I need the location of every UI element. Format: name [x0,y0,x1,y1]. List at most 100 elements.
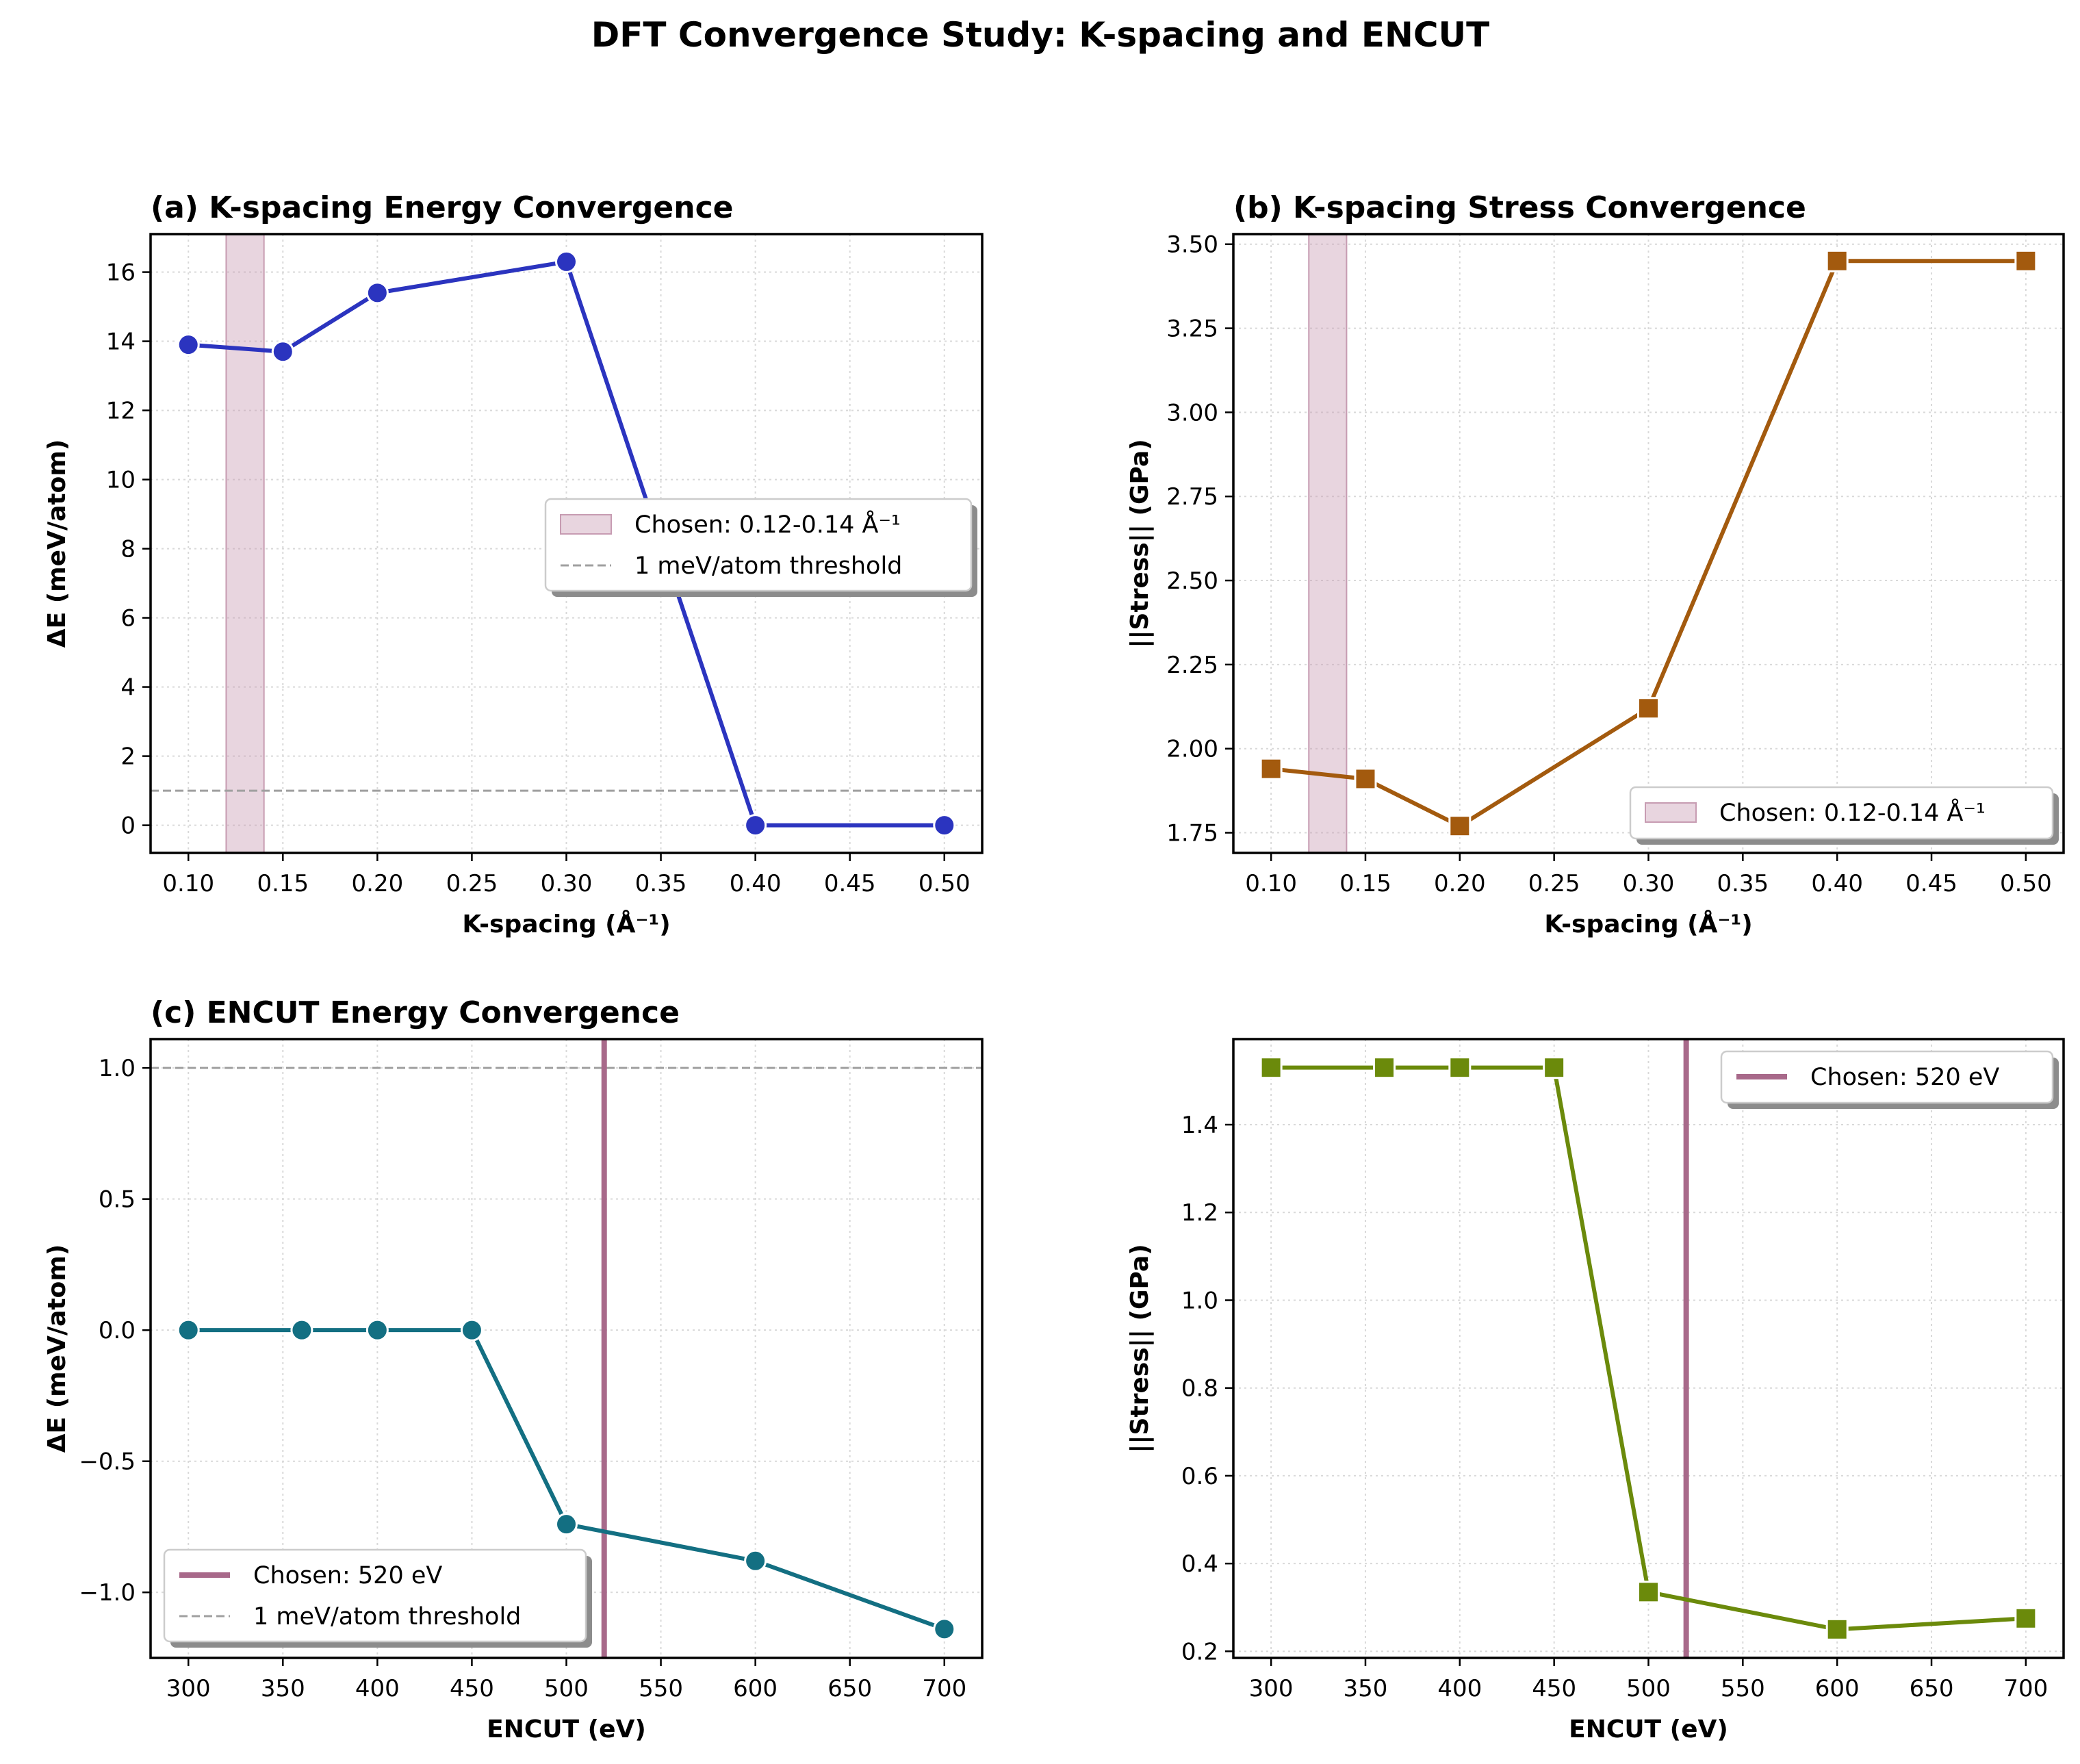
legend: Chosen: 520 eV 1 meV/atom threshold [163,1548,592,1648]
data-point [1825,249,1849,272]
data-point [1637,1581,1660,1604]
data-point [1354,767,1377,791]
x-tick-label: 0.20 [352,870,404,897]
legend-handle-span [560,514,612,535]
x-tick-label: 700 [2003,1675,2048,1702]
x-tick-label: 600 [733,1675,778,1702]
y-tick-label: 0 [120,813,136,840]
data-point [460,1318,483,1342]
y-axis-label: ||Stress|| (GPa) [1126,439,1154,648]
series-line [188,259,945,828]
legend-box [544,498,973,592]
x-tick-label: 0.35 [635,870,687,897]
x-axis-label: K-spacing (Å⁻¹) [1544,910,1752,938]
x-axis-label: K-spacing (Å⁻¹) [462,910,670,938]
x-tick-label: 350 [261,1675,305,1702]
x-tick-label: 0.30 [541,870,593,897]
data-point [2014,1607,2038,1630]
x-tick-label: 0.40 [1811,870,1863,897]
x-tick-label: 500 [544,1675,589,1702]
x-tick-label: 400 [355,1675,400,1702]
y-tick-label: 1.75 [1166,820,1218,847]
y-tick-label: 2 [120,743,136,771]
legend-label: Chosen: 0.12-0.14 Å⁻¹ [1719,797,1986,827]
data-point [1543,1056,1566,1079]
x-tick-label: 0.15 [257,870,309,897]
x-tick-label: 550 [1721,1675,1765,1702]
x-tick-label: 350 [1344,1675,1388,1702]
y-tick-label: 1.2 [1181,1199,1218,1227]
legend: Chosen: 0.12-0.14 Å⁻¹ [1629,786,2059,845]
x-tick-label: 0.50 [2000,870,2052,897]
data-point [365,281,389,305]
y-tick-label: 6 [120,605,136,632]
y-axis-label: ||Stress|| (GPa) [1126,1244,1154,1453]
legend-box [1720,1050,2054,1104]
x-axis-label: ENCUT (eV) [487,1715,646,1743]
series-markers [177,1318,956,1641]
y-tick-label: 1.4 [1181,1112,1218,1139]
data-point [744,1549,767,1572]
y-tick-label: 0.0 [99,1317,136,1344]
y-tick-label: 4 [120,674,136,702]
x-tick-label: 0.20 [1434,870,1486,897]
chosen-span [225,233,265,854]
x-tick-label: 0.10 [162,870,214,897]
data-point [1637,697,1660,720]
y-axis-label: ΔE (meV/atom) [43,439,71,648]
legend-label: 1 meV/atom threshold [634,552,902,580]
y-tick-label: 2.50 [1166,567,1218,595]
y-tick-label: 3.25 [1166,316,1218,343]
y-tick-label: 10 [106,467,136,494]
x-tick-label: 700 [922,1675,966,1702]
data-point [290,1318,313,1342]
data-point [1448,815,1472,838]
panel-title: (a) K-spacing Energy Convergence [151,190,734,225]
data-point [1259,1056,1283,1079]
data-point [177,1318,200,1342]
legend-handle-span [1645,802,1697,823]
x-tick-label: 500 [1626,1675,1671,1702]
series-line [1270,259,2026,828]
x-tick-label: 600 [1815,1675,1860,1702]
y-tick-label: 16 [106,259,136,287]
y-tick-label: 12 [106,398,136,425]
data-point [555,1513,578,1536]
figure-suptitle: DFT Convergence Study: K-spacing and ENC… [591,15,1489,55]
x-tick-label: 450 [1532,1675,1576,1702]
data-point [933,1618,956,1641]
x-tick-label: 300 [166,1675,211,1702]
x-tick-label: 0.45 [824,870,876,897]
series-line [1271,1065,2027,1632]
data-point [933,814,956,837]
data-point [1448,1056,1472,1079]
data-point [177,333,200,357]
data-point [1825,1618,1849,1641]
y-tick-label: 0.8 [1181,1375,1218,1403]
data-point [271,340,294,363]
x-tick-label: 650 [1910,1675,1954,1702]
legend-label: 1 meV/atom threshold [253,1603,521,1631]
panel-a-k-spacing-energy: 0.10 0.15 0.20 0.25 0.30 0.35 0.40 0.45 0.50 0 2 4 6… [43,190,984,938]
legend-box [1629,786,2054,840]
x-tick-label: 0.25 [446,870,498,897]
panel-c-encut-energy: 300 350 400 450 500 550 600 650 700 −1.0 −0.5 0.0 0.… [43,995,984,1743]
data-point [555,250,578,273]
x-tick-label: 0.50 [919,870,971,897]
grid [151,234,982,853]
chosen-span [1308,233,1348,854]
y-tick-label: 3.00 [1166,399,1218,426]
y-tick-label: 8 [120,536,136,563]
legend: Chosen: 520 eV [1720,1050,2059,1109]
y-axis-label: ΔE (meV/atom) [43,1244,71,1453]
y-tick-label: 2.25 [1166,652,1218,679]
y-tick-label: 3.50 [1166,231,1218,259]
x-tick-label: 650 [827,1675,872,1702]
y-tick-label: 0.4 [1181,1550,1218,1578]
x-tick-label: 0.40 [730,870,782,897]
y-tick-label: −1.0 [79,1579,136,1607]
data-point [2014,249,2038,272]
x-tick-label: 400 [1437,1675,1482,1702]
y-tick-label: 14 [106,329,136,356]
